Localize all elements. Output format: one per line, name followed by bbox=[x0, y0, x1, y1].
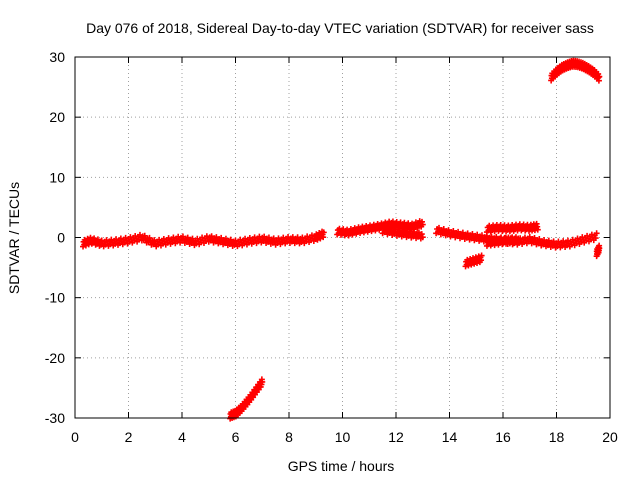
x-tick-label: 14 bbox=[442, 429, 458, 445]
x-tick-label: 0 bbox=[71, 429, 79, 445]
y-tick-label: -30 bbox=[45, 410, 65, 426]
data-point bbox=[418, 231, 425, 238]
series-late-upper bbox=[483, 220, 541, 236]
x-tick-label: 10 bbox=[335, 429, 351, 445]
y-tick-label: 30 bbox=[49, 49, 65, 65]
data-point bbox=[516, 238, 523, 245]
tick-labels: 0 2 4 6 8 10 12 14 16 18 20 -30 -20 -10 0 10 20 30 bbox=[45, 49, 618, 445]
y-tick-label: 10 bbox=[49, 169, 65, 185]
data-point bbox=[122, 234, 129, 241]
data-point bbox=[534, 226, 541, 233]
series-late-arc bbox=[433, 224, 600, 251]
data-point bbox=[232, 237, 239, 244]
data-points bbox=[80, 57, 603, 422]
data-point bbox=[478, 252, 485, 259]
series-end-tail bbox=[593, 242, 603, 260]
x-tick-label: 18 bbox=[549, 429, 565, 445]
x-tick-label: 8 bbox=[285, 429, 293, 445]
series-bottom-arc bbox=[227, 376, 266, 422]
data-point bbox=[259, 378, 266, 385]
data-point bbox=[596, 73, 603, 80]
data-point bbox=[593, 230, 600, 237]
data-point bbox=[156, 236, 163, 243]
x-tick-label: 16 bbox=[495, 429, 511, 445]
y-axis-label: SDTVAR / TECUs bbox=[6, 182, 22, 294]
y-tick-label: 0 bbox=[57, 230, 65, 246]
x-tick-label: 12 bbox=[388, 429, 404, 445]
data-point bbox=[160, 235, 167, 242]
series-mid-arc-lower bbox=[379, 224, 426, 242]
x-tick-label: 20 bbox=[602, 429, 618, 445]
x-axis-label: GPS time / hours bbox=[288, 458, 395, 474]
y-tick-label: -20 bbox=[45, 350, 65, 366]
x-tick-label: 6 bbox=[232, 429, 240, 445]
chart-title: Day 076 of 2018, Sidereal Day-to-day VTE… bbox=[86, 20, 594, 36]
x-tick-label: 2 bbox=[125, 429, 133, 445]
data-point bbox=[237, 236, 244, 243]
series-top-arc bbox=[548, 57, 603, 84]
y-tick-label: 20 bbox=[49, 109, 65, 125]
data-point bbox=[596, 245, 603, 252]
series-late-lower bbox=[462, 252, 485, 270]
data-point bbox=[242, 235, 249, 242]
data-point bbox=[419, 234, 426, 241]
x-tick-label: 4 bbox=[178, 429, 186, 445]
y-tick-label: -10 bbox=[45, 290, 65, 306]
series-late-mid bbox=[483, 234, 523, 249]
data-point bbox=[592, 235, 599, 242]
data-point bbox=[320, 229, 327, 236]
data-point bbox=[564, 237, 571, 244]
data-point bbox=[419, 221, 426, 228]
series-main-arc bbox=[80, 228, 327, 250]
plot-frame bbox=[74, 56, 611, 419]
grid-lines bbox=[75, 57, 610, 418]
